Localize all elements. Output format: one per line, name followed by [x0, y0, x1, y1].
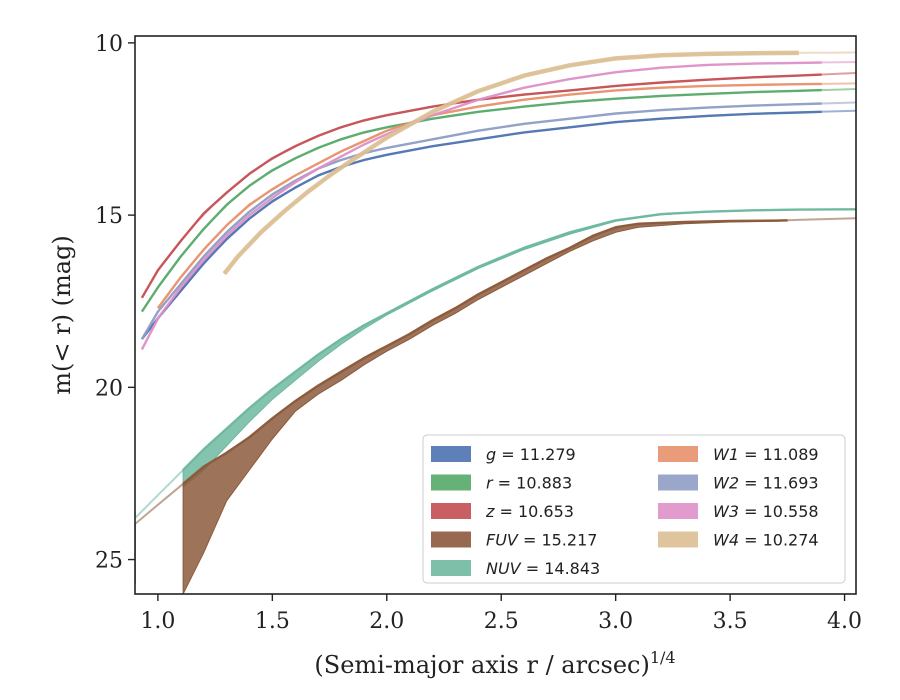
- legend-item-nuv: NUV = 14.843: [431, 559, 600, 578]
- legend-swatch: [431, 446, 471, 462]
- legend-swatch: [658, 474, 698, 491]
- series-nuv-line: [182, 208, 856, 471]
- y-axis: 10 15 20 25: [95, 32, 135, 574]
- legend-frame: [422, 434, 846, 584]
- series-r-model-line: [141, 88, 856, 313]
- legend-label: FUV = 15.217: [486, 531, 597, 550]
- legend-item-w2: W2 = 11.693: [658, 474, 819, 493]
- series-w4-line: [222, 50, 799, 276]
- x-axis-label-exponent: 1/4: [650, 648, 676, 667]
- x-axis: 1.0 1.5 2.0 2.5 3.0 3.5 4.0: [140, 594, 862, 634]
- x-tick-label: 3.0: [598, 609, 633, 634]
- plot-area: [135, 50, 856, 594]
- legend-swatch: [431, 503, 471, 519]
- legend-item-w4: W4 = 10.274: [658, 531, 819, 550]
- legend-swatch: [658, 446, 698, 462]
- series-g-line: [140, 110, 822, 340]
- series-w4: [222, 50, 856, 276]
- legend-item-z: z = 10.653: [431, 502, 574, 521]
- series-z-line: [140, 73, 822, 299]
- legend: g = 11.279 r = 10.883 z = 10.653 FUV = 15.2…: [422, 434, 846, 584]
- series-fuv-line: [182, 219, 788, 485]
- x-tick-label: 3.5: [713, 609, 748, 634]
- y-tick-label: 15: [95, 204, 123, 229]
- x-axis-label: (Semi-major axis r / arcsec)1/4: [314, 648, 675, 679]
- legend-item-w1: W1 = 11.089: [658, 445, 819, 464]
- x-axis-label-main: (Semi-major axis r / arcsec): [314, 651, 649, 679]
- y-tick-label: 10: [95, 32, 123, 57]
- series-w3: [140, 61, 856, 350]
- legend-label: r = 10.883: [486, 474, 572, 493]
- legend-swatch: [658, 503, 698, 519]
- legend-item-g: g = 11.279: [431, 445, 576, 464]
- series-r-line: [140, 88, 822, 313]
- legend-label: W4 = 10.274: [713, 531, 819, 550]
- legend-swatch: [431, 531, 471, 548]
- series-w1-line: [156, 82, 822, 309]
- legend-label: NUV = 14.843: [486, 559, 600, 578]
- legend-swatch: [658, 531, 698, 548]
- legend-label: W1 = 11.089: [713, 445, 819, 464]
- series-g: [140, 109, 856, 340]
- series-w2: [140, 101, 856, 340]
- legend-label: g = 11.279: [486, 445, 576, 464]
- series-g-model-line: [141, 109, 856, 340]
- legend-label: z = 10.653: [485, 502, 574, 521]
- legend-label: W3 = 10.558: [713, 502, 819, 521]
- series-w3-line: [140, 61, 822, 350]
- y-axis-label: m(< r) (mag): [48, 235, 76, 394]
- y-tick-label: 25: [95, 549, 123, 574]
- x-tick-label: 2.0: [369, 609, 404, 634]
- axes-frame: [134, 35, 857, 595]
- x-tick-label: 1.5: [255, 609, 290, 634]
- series-r: [140, 88, 856, 313]
- series-w2-line: [140, 102, 822, 340]
- legend-label: W2 = 11.693: [713, 474, 819, 493]
- y-tick-label: 20: [95, 376, 123, 401]
- legend-swatch: [431, 560, 471, 576]
- legend-swatch: [431, 474, 471, 491]
- series-z: [140, 72, 856, 299]
- legend-item-fuv: FUV = 15.217: [431, 531, 597, 550]
- legend-item-r: r = 10.883: [431, 474, 572, 493]
- series-nuv: [135, 208, 856, 520]
- legend-item-w3: W3 = 10.558: [658, 502, 819, 521]
- series-w1: [156, 82, 856, 309]
- series-fuv: [135, 217, 856, 594]
- x-tick-label: 2.5: [484, 609, 519, 634]
- x-tick-label: 4.0: [827, 609, 862, 634]
- x-tick-label: 1.0: [140, 609, 175, 634]
